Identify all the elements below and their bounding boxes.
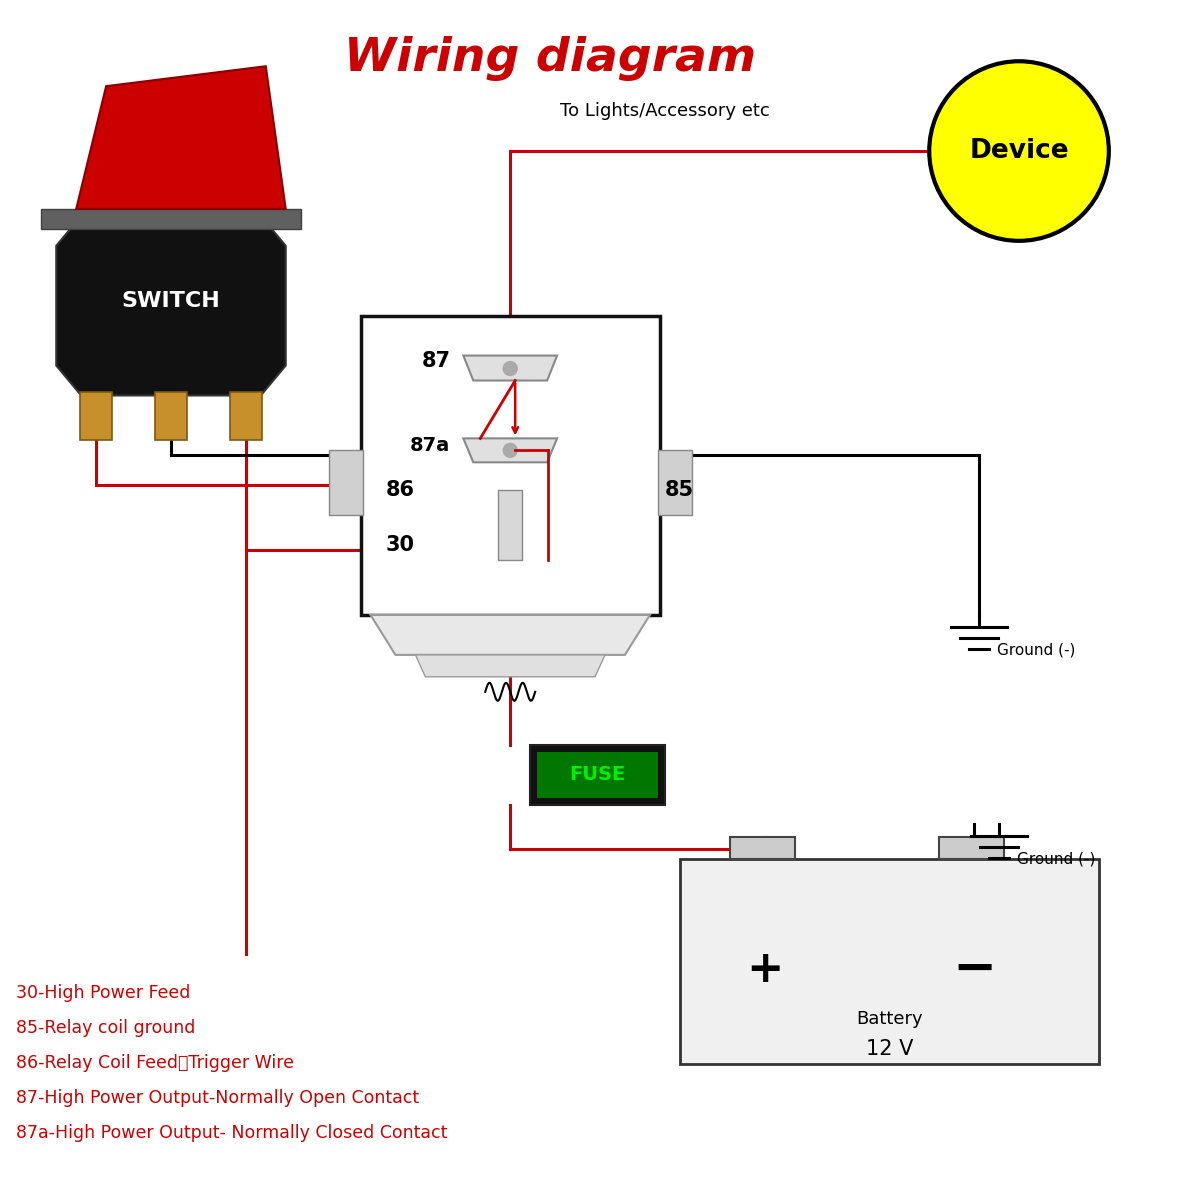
Bar	[498, 491, 522, 560]
Text: 87a-High Power Output- Normally Closed Contact: 87a-High Power Output- Normally Closed C…	[17, 1123, 448, 1141]
Text: 30-High Power Feed: 30-High Power Feed	[17, 984, 191, 1002]
Bar	[230, 392, 262, 440]
Text: Ground (-): Ground (-)	[997, 642, 1075, 658]
Polygon shape	[371, 614, 650, 655]
Text: 87: 87	[421, 350, 450, 371]
Polygon shape	[56, 216, 286, 396]
Bar	[538, 751, 658, 798]
Text: 86: 86	[385, 480, 414, 500]
Text: Battery: Battery	[856, 1010, 923, 1028]
Text: 12 V: 12 V	[865, 1039, 913, 1058]
Text: 85: 85	[665, 480, 694, 500]
Text: 30: 30	[385, 535, 414, 556]
Bar	[940, 838, 1004, 859]
Text: Wiring diagram: Wiring diagram	[344, 36, 756, 82]
Text: 85-Relay coil ground: 85-Relay coil ground	[17, 1019, 196, 1037]
Circle shape	[503, 361, 517, 376]
Polygon shape	[463, 438, 557, 462]
Text: 87-High Power Output-Normally Open Contact: 87-High Power Output-Normally Open Conta…	[17, 1088, 420, 1106]
Bar	[730, 838, 794, 859]
Circle shape	[929, 61, 1109, 241]
Text: 86-Relay Coil Feed（Trigger Wire: 86-Relay Coil Feed（Trigger Wire	[17, 1054, 294, 1072]
Bar	[658, 450, 691, 515]
Bar	[80, 392, 112, 440]
Bar	[530, 745, 665, 804]
Text: −: −	[952, 943, 996, 995]
Bar	[329, 450, 362, 515]
Text: To Lights/Accessory etc: To Lights/Accessory etc	[560, 102, 770, 120]
Bar	[41, 209, 301, 229]
Bar	[360, 316, 660, 614]
Text: Device: Device	[970, 138, 1069, 164]
Text: SWITCH: SWITCH	[121, 290, 221, 311]
Bar	[155, 392, 187, 440]
Polygon shape	[463, 355, 557, 380]
Text: +: +	[746, 948, 784, 991]
Polygon shape	[77, 66, 286, 209]
Circle shape	[503, 443, 517, 457]
Text: 87a: 87a	[410, 436, 450, 455]
Text: Ground (-): Ground (-)	[1018, 852, 1096, 866]
Bar	[680, 859, 1099, 1064]
Polygon shape	[415, 655, 605, 677]
Text: FUSE: FUSE	[569, 766, 625, 784]
